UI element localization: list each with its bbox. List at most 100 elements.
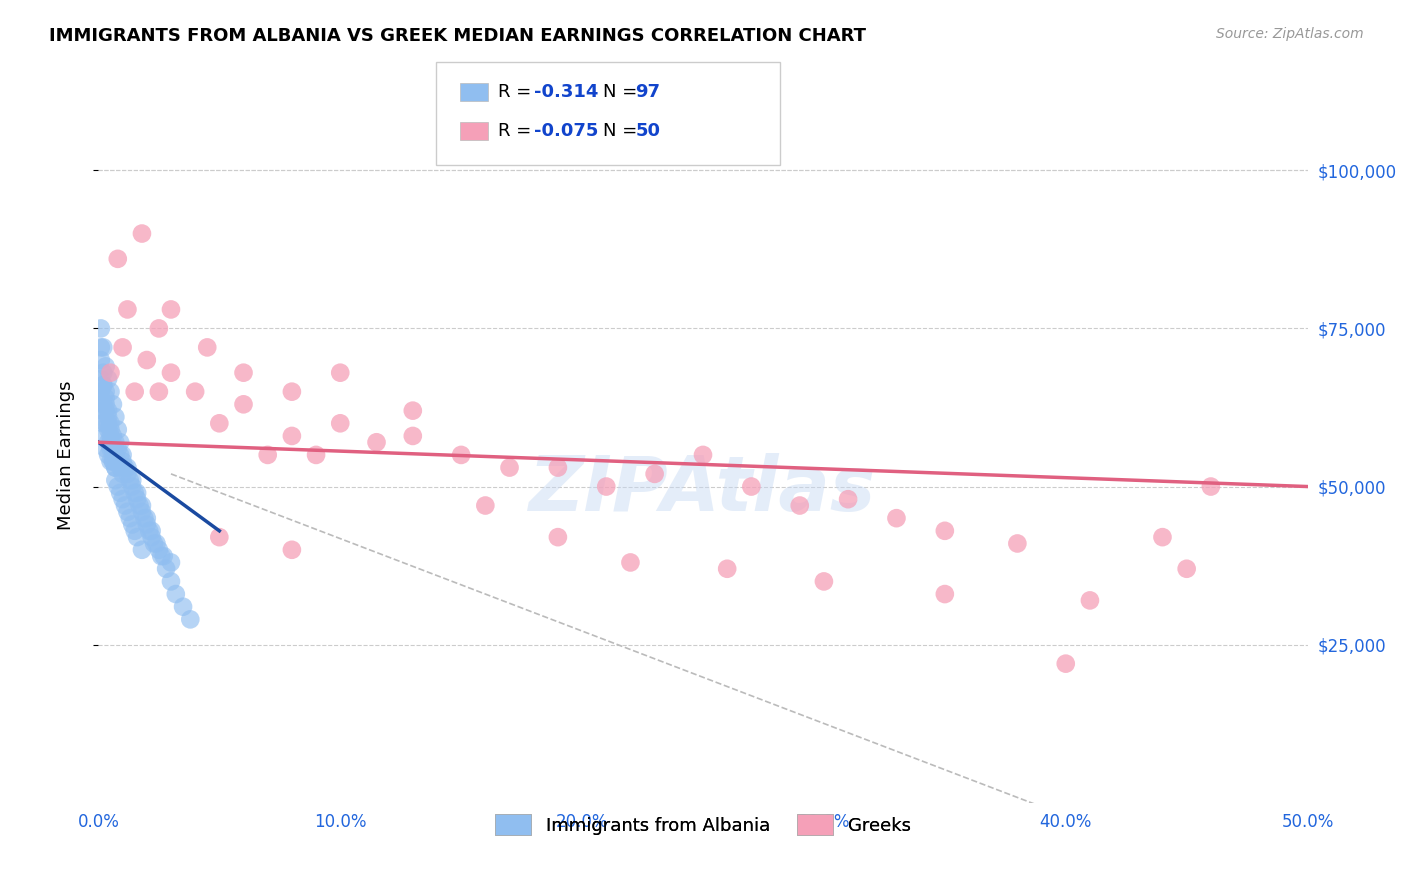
Point (100, 442, 122, 456)
Point (195, 340, 218, 354)
Point (111, 448, 134, 462)
Point (101, 397, 124, 411)
Point (90, 372, 112, 386)
Point (692, 448, 714, 462)
Point (131, 499, 153, 513)
Point (179, 612, 201, 626)
Point (97, 417, 120, 431)
Point (148, 542, 170, 557)
Point (101, 442, 124, 456)
Point (121, 479, 143, 493)
Point (184, 384, 207, 399)
Point (111, 340, 134, 354)
Point (90, 353, 112, 368)
Text: N =: N = (603, 83, 643, 101)
Point (94, 417, 117, 431)
Point (160, 556, 183, 570)
Point (402, 403, 425, 417)
Point (124, 384, 146, 399)
Text: -0.314: -0.314 (534, 83, 599, 101)
Point (94, 442, 117, 456)
Point (281, 429, 304, 443)
Point (104, 473, 127, 487)
Point (90, 391, 112, 405)
Point (94, 403, 117, 417)
Point (124, 524, 146, 538)
Point (172, 599, 194, 614)
Point (117, 302, 139, 317)
Point (305, 448, 328, 462)
Point (886, 511, 908, 525)
Point (97, 403, 120, 417)
Point (232, 397, 254, 411)
Point (141, 530, 163, 544)
Point (547, 530, 569, 544)
Point (97, 423, 120, 437)
Point (101, 454, 124, 468)
Point (94, 359, 117, 374)
Point (813, 574, 835, 589)
Point (91, 340, 114, 354)
Point (101, 442, 124, 456)
Point (124, 486, 146, 500)
Point (100, 435, 122, 450)
Point (108, 486, 131, 500)
Point (111, 467, 134, 481)
Point (101, 429, 124, 443)
Point (91, 417, 114, 431)
Point (94, 391, 117, 405)
Text: R =: R = (498, 83, 537, 101)
Point (160, 574, 183, 589)
Point (91, 378, 114, 392)
Point (108, 460, 131, 475)
Point (644, 467, 666, 481)
Legend: Immigrants from Albania, Greeks: Immigrants from Albania, Greeks (488, 807, 918, 842)
Point (131, 542, 153, 557)
Point (127, 486, 149, 500)
Point (107, 479, 129, 493)
Point (619, 556, 641, 570)
Point (118, 473, 141, 487)
Point (148, 321, 170, 335)
Point (94, 384, 117, 399)
Point (100, 366, 122, 380)
Point (1199, 479, 1222, 493)
Point (91, 397, 114, 411)
Point (208, 417, 231, 431)
Point (100, 454, 122, 468)
Point (208, 530, 231, 544)
Point (117, 505, 139, 519)
Point (281, 542, 304, 557)
Point (131, 227, 153, 241)
Point (128, 499, 150, 513)
Point (108, 435, 131, 450)
Text: ZIPAtlas: ZIPAtlas (529, 453, 877, 526)
Point (934, 587, 956, 601)
Point (118, 511, 141, 525)
Point (329, 417, 352, 431)
Point (1078, 593, 1101, 607)
Point (90, 340, 112, 354)
Point (474, 499, 496, 513)
Point (135, 511, 157, 525)
Text: -0.075: -0.075 (534, 122, 599, 140)
Point (104, 435, 127, 450)
Point (450, 448, 472, 462)
Point (97, 435, 120, 450)
Point (934, 524, 956, 538)
Point (100, 429, 122, 443)
Point (135, 353, 157, 368)
Point (117, 460, 139, 475)
Point (121, 517, 143, 532)
Point (547, 460, 569, 475)
Point (165, 587, 187, 601)
Point (329, 366, 352, 380)
Point (402, 429, 425, 443)
Text: 97: 97 (636, 83, 661, 101)
Point (148, 384, 170, 399)
Point (100, 423, 122, 437)
Point (107, 454, 129, 468)
Point (160, 366, 183, 380)
Point (155, 562, 177, 576)
Point (94, 397, 117, 411)
